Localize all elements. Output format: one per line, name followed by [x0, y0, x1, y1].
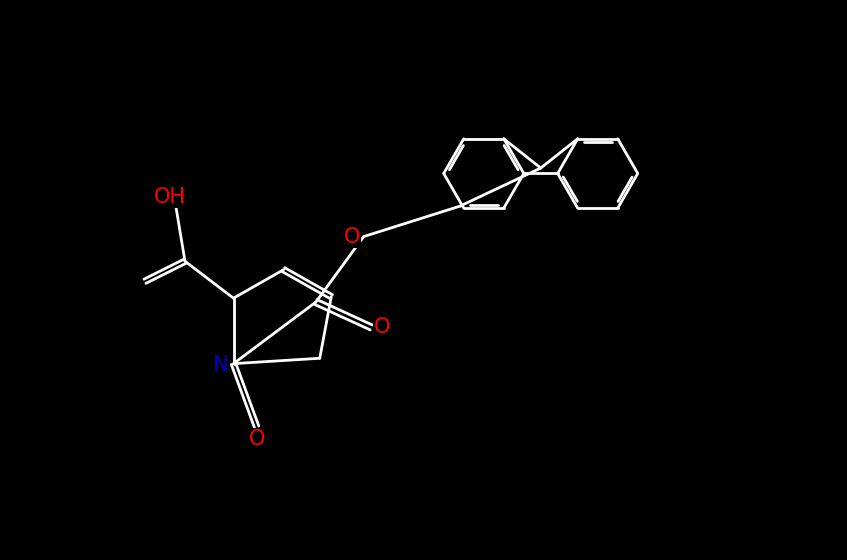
Text: OH: OH — [153, 186, 185, 207]
Text: O: O — [248, 429, 265, 449]
Text: O: O — [374, 318, 390, 338]
Text: O: O — [344, 227, 360, 246]
Text: N: N — [213, 355, 229, 375]
